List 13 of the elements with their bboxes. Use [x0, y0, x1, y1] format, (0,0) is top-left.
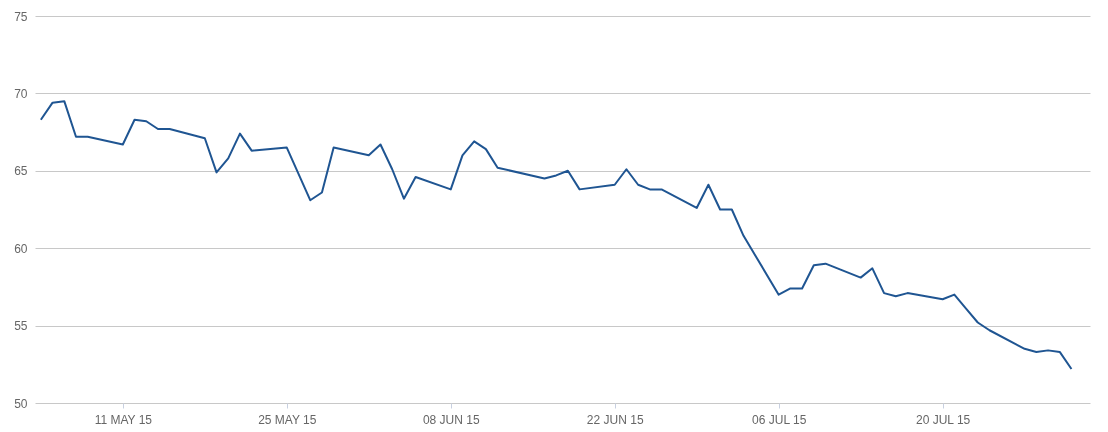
x-tick-label: 20 JUL 15 — [916, 412, 971, 427]
x-tick-label: 11 MAY 15 — [94, 412, 153, 427]
y-tick-label: 50 — [14, 396, 28, 411]
x-tick-label: 08 JUN 15 — [422, 412, 480, 427]
x-tick-label: 22 JUN 15 — [586, 412, 644, 427]
y-tick-label: 75 — [14, 9, 28, 24]
x-tick-label: 25 MAY 15 — [258, 412, 317, 427]
x-tick-label: 06 JUL 15 — [752, 412, 807, 427]
line-series — [39, 100, 1073, 370]
y-tick-label: 55 — [14, 319, 28, 334]
y-tick-label: 70 — [14, 86, 28, 101]
y-tick-label: 60 — [14, 241, 28, 256]
y-tick-label: 65 — [14, 164, 28, 179]
